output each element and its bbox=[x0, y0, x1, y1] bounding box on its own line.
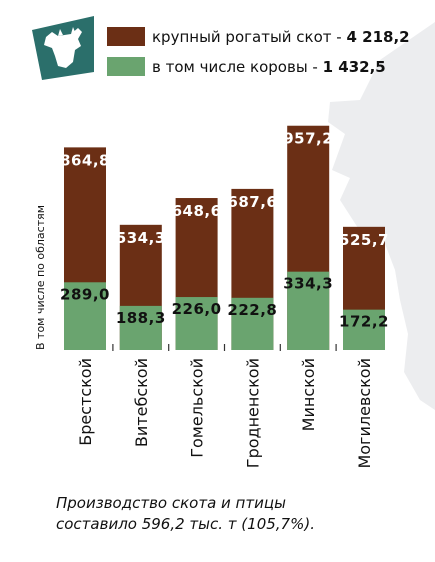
cows-bar-6 bbox=[343, 309, 385, 350]
logo bbox=[32, 16, 94, 80]
legend-label-cows: в том числе коровы - 1 432,5 bbox=[152, 58, 386, 76]
cows-bar-1 bbox=[64, 282, 106, 350]
cows-value-label: 222,8 bbox=[227, 301, 277, 319]
cattle-value-label: 525,7 bbox=[339, 231, 389, 249]
cow-head-icon bbox=[44, 27, 82, 68]
category-labels: Брестской Витебской Гомельской Гродненской М… bbox=[76, 358, 374, 469]
category-label: Минской bbox=[299, 358, 318, 431]
cows-value-label: 188,3 bbox=[116, 309, 166, 327]
y-axis-label: В том числе по областям bbox=[34, 205, 47, 350]
category-label: Витебской bbox=[132, 358, 151, 447]
cattle-value-label: 957,2 bbox=[283, 130, 333, 148]
caption: Производство скота и птицы составило 596… bbox=[56, 493, 426, 535]
cattle-value-label: 687,6 bbox=[227, 193, 277, 211]
cattle-value-label: 648,6 bbox=[172, 202, 222, 220]
cows-value-label: 289,0 bbox=[60, 285, 110, 303]
legend-swatch-cattle bbox=[107, 27, 145, 46]
cows-bar-5 bbox=[287, 271, 330, 350]
caption-line-2: составило 596,2 тыс. т (105,7%). bbox=[56, 515, 315, 533]
category-label: Гомельской bbox=[188, 358, 207, 458]
category-label: Могилевской bbox=[355, 358, 374, 469]
cows-bar-3 bbox=[175, 297, 218, 350]
cows-value-label: 334,3 bbox=[283, 275, 333, 293]
cows-value-label: 172,2 bbox=[339, 313, 389, 331]
bars: 864,8 289,0 534,3 188,3 648,6 226,0 687,6 222,8… bbox=[60, 125, 389, 350]
caption-line-1: Производство скота и птицы bbox=[56, 494, 286, 512]
legend-label-cattle: крупный рогатый скот - 4 218,2 bbox=[152, 28, 410, 46]
cattle-value-label: 534,3 bbox=[116, 229, 166, 247]
category-label: Гродненской bbox=[243, 358, 262, 468]
x-axis-ticks bbox=[112, 344, 337, 351]
cows-bar-2 bbox=[119, 305, 162, 350]
cows-value-label: 226,0 bbox=[172, 300, 222, 318]
category-label: Брестской bbox=[76, 358, 95, 446]
cattle-value-label: 864,8 bbox=[60, 151, 110, 169]
cows-bar-4 bbox=[231, 297, 274, 350]
legend: крупный рогатый скот - 4 218,2 в том чис… bbox=[107, 27, 410, 76]
legend-swatch-cows bbox=[107, 57, 145, 76]
